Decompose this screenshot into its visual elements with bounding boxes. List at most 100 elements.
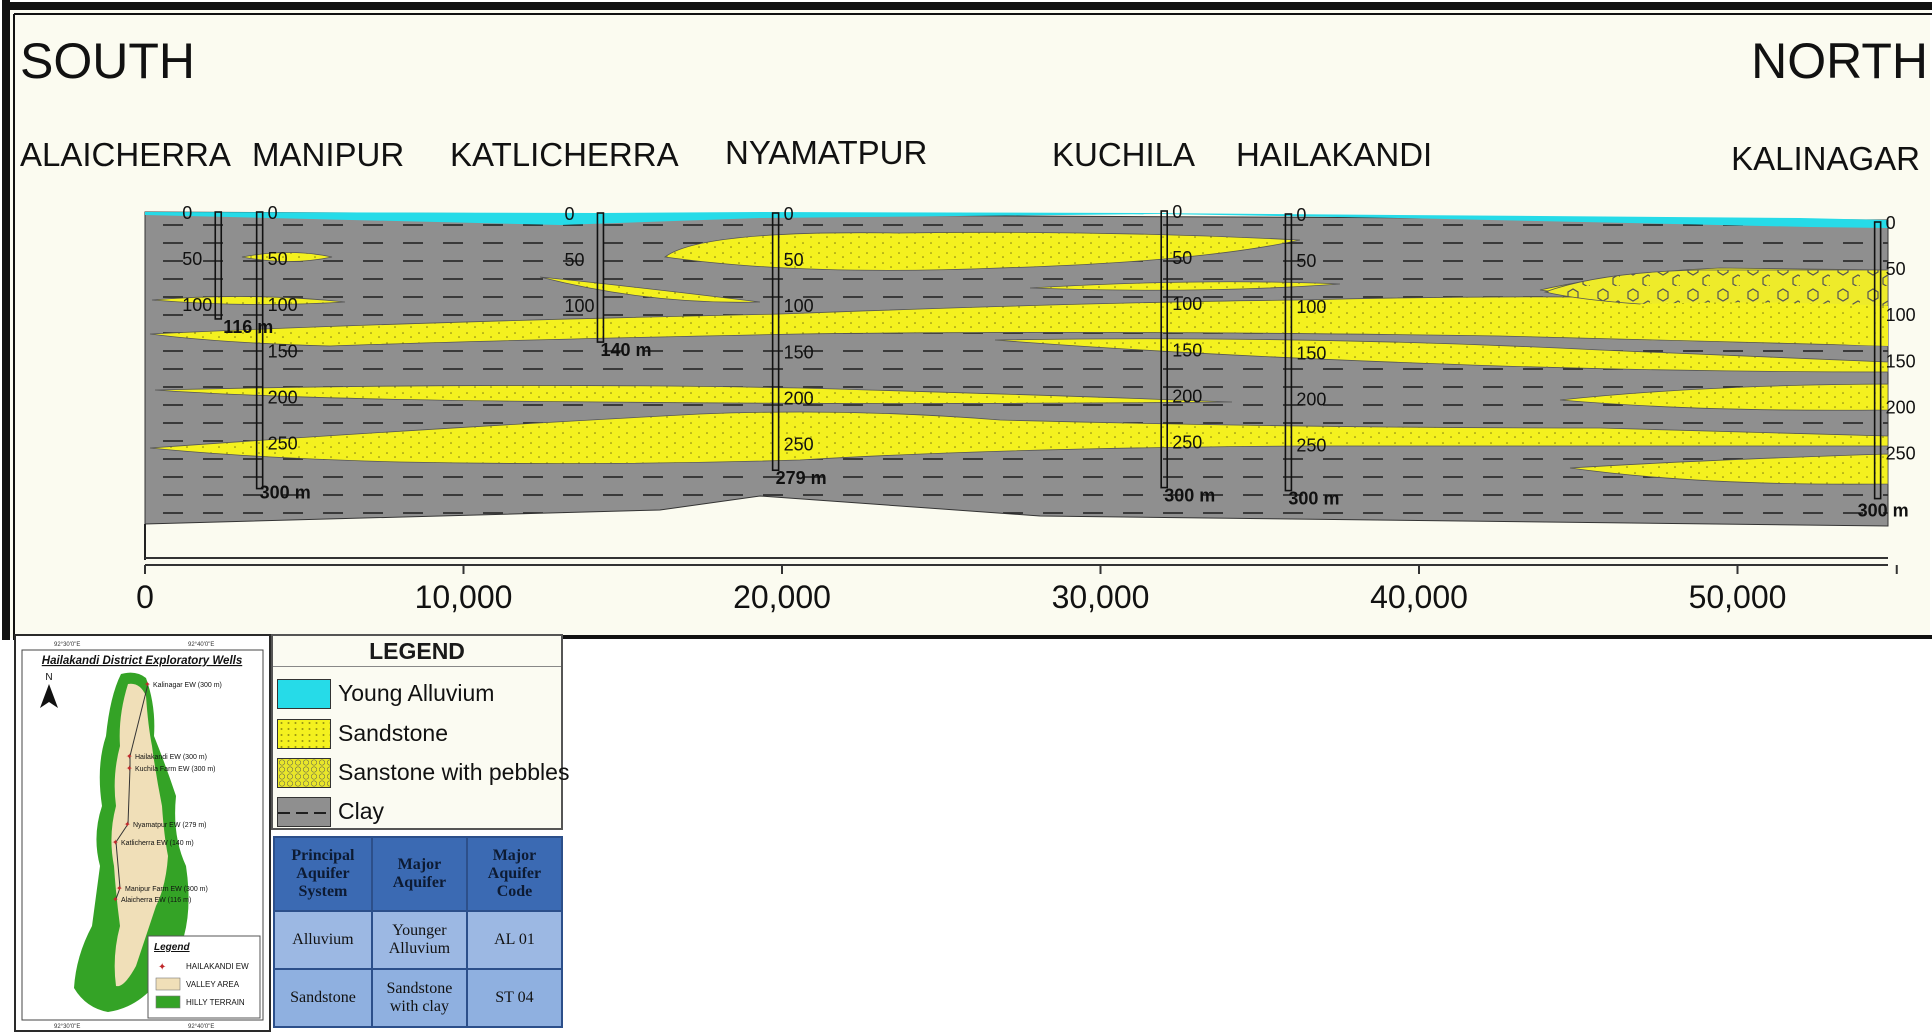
- distance-tick-label: 50,000: [1689, 579, 1787, 615]
- table-header: Major Aquifer Code: [465, 836, 564, 912]
- well-depth-label: 140 m: [600, 340, 651, 360]
- north-arrow-icon: [40, 684, 58, 708]
- depth-tick-label: 200: [1886, 397, 1916, 417]
- well-column: [1873, 221, 1882, 500]
- well-column: [214, 211, 223, 320]
- map-well-label: Kalinagar EW (300 m): [153, 682, 222, 689]
- depth-tick-label: 100: [1172, 294, 1202, 314]
- distance-tick-label: 40,000: [1370, 579, 1468, 615]
- map-legend-valley: VALLEY AREA: [186, 980, 240, 989]
- depth-tick-label: 0: [1886, 213, 1896, 233]
- south-label: SOUTH: [20, 33, 195, 89]
- well-depth-label: 279 m: [776, 468, 827, 488]
- depth-tick-label: 0: [1172, 202, 1182, 222]
- depth-tick-label: 200: [784, 388, 814, 408]
- depth-tick-label: 50: [1296, 251, 1316, 271]
- well-column: [771, 212, 780, 472]
- map-legend-wells: HAILAKANDI EW: [186, 962, 249, 971]
- map-well-marker-icon: ✦: [126, 764, 133, 773]
- depth-tick-label: 250: [1296, 436, 1326, 456]
- depth-tick-label: 100: [182, 295, 212, 315]
- young-alluvium-swatch: [277, 679, 331, 709]
- well-name-label: KALINAGAR: [1731, 140, 1920, 177]
- depth-tick-label: 150: [1296, 343, 1326, 363]
- legend-item-pebbles: Sanstone with pebbles: [275, 755, 569, 791]
- legend-label: Sanstone with pebbles: [338, 759, 570, 785]
- depth-tick-label: 100: [564, 296, 594, 316]
- depth-tick-label: 100: [1296, 297, 1326, 317]
- map-top-coord-2: 92°40'0"E: [188, 642, 214, 648]
- well-depth-label: 300 m: [1288, 489, 1339, 509]
- table-cell: AL 01: [465, 910, 564, 970]
- depth-tick-label: 100: [784, 296, 814, 316]
- well-column: [1160, 210, 1168, 489]
- pebbles-swatch: [277, 758, 331, 788]
- well-column: [596, 212, 605, 343]
- depth-tick-label: 250: [268, 434, 298, 454]
- north-label: NORTH: [1751, 33, 1928, 89]
- depth-tick-label: 150: [268, 341, 298, 361]
- table-row: Sandstone Sandstone with clay ST 04: [273, 968, 564, 1028]
- legend-label: Young Alluvium: [338, 680, 495, 706]
- table-header: Principal Aquifer System: [273, 836, 373, 912]
- aquifer-table: Principal Aquifer System Major Aquifer M…: [273, 836, 564, 1028]
- depth-tick-label: 0: [564, 204, 574, 224]
- table-cell: ST 04: [465, 968, 564, 1028]
- map-well-label: Hailakandi EW (300 m): [135, 754, 207, 761]
- map-well-marker-icon: ✦: [124, 820, 131, 829]
- clay-swatch: [277, 797, 331, 827]
- map-well-marker-icon: ✦: [144, 680, 151, 689]
- map-top-coord-1: 92°30'0"E: [54, 642, 80, 648]
- map-bottom-coord-2: 92°40'0"E: [188, 1024, 214, 1030]
- map-title: Hailakandi District Exploratory Wells: [42, 655, 242, 667]
- legend-label: Clay: [338, 798, 385, 824]
- map-well-label: Kuchila Farm EW (300 m): [135, 766, 216, 773]
- well-column: [1284, 213, 1293, 492]
- red-star-icon: ✦: [158, 962, 166, 973]
- inset-map: 92°30'0"E 92°40'0"E 92°30'0"E 92°40'0"E …: [14, 634, 271, 1032]
- well-column: [255, 211, 264, 490]
- distance-tick-label: 20,000: [733, 579, 831, 615]
- depth-tick-label: 100: [268, 295, 298, 315]
- map-well-marker-icon: ✦: [112, 838, 119, 847]
- map-legend-title: Legend: [154, 942, 190, 953]
- map-bottom-coord-1: 92°30'0"E: [54, 1024, 80, 1030]
- depth-tick-label: 50: [1886, 259, 1906, 279]
- legend-item-sandstone: Sandstone: [275, 716, 561, 752]
- depth-tick-label: 250: [1172, 433, 1202, 453]
- distance-tick-label: 30,000: [1052, 579, 1150, 615]
- depth-tick-label: 50: [564, 250, 584, 270]
- well-depth-label: 300 m: [260, 483, 311, 503]
- depth-tick-label: 200: [1296, 389, 1326, 409]
- depth-tick-label: 200: [1172, 386, 1202, 406]
- depth-tick-label: 0: [1296, 205, 1306, 225]
- depth-tick-label: 50: [1172, 248, 1192, 268]
- well-depth-label: 116 m: [223, 317, 273, 337]
- legend-title: LEGEND: [273, 636, 561, 667]
- map-well-label: Nyamatpur EW (279 m): [133, 822, 207, 829]
- well-name-label: NYAMATPUR: [725, 134, 927, 171]
- map-well-marker-icon: ✦: [116, 884, 123, 893]
- depth-tick-label: 150: [784, 342, 814, 362]
- depth-tick-label: 150: [1172, 340, 1202, 360]
- legend-panel: LEGEND Young Alluvium Sandstone Sanstone…: [271, 634, 569, 830]
- well-name-label: HAILAKANDI: [1236, 136, 1432, 173]
- map-legend-hilly: HILLY TERRAIN: [186, 998, 245, 1007]
- well-name-label: ALAICHERRA: [20, 136, 231, 173]
- map-well-label: Manipur Farm EW (300 m): [125, 886, 208, 893]
- table-header: Major Aquifer: [370, 836, 468, 912]
- valley-area: [111, 683, 168, 987]
- table-cell: Sandstone: [273, 968, 373, 1028]
- table-cell: Sandstone with clay: [370, 968, 468, 1028]
- depth-tick-label: 50: [182, 249, 202, 269]
- north-arrow-letter: N: [45, 672, 52, 683]
- table-row: Alluvium Younger Alluvium AL 01: [273, 910, 564, 970]
- depth-tick-label: 0: [268, 203, 278, 223]
- depth-tick-label: 0: [182, 203, 192, 223]
- legend-label: Sandstone: [338, 720, 448, 746]
- distance-tick-label: 10,000: [415, 579, 513, 615]
- legend-item-young-alluvium: Young Alluvium: [275, 676, 561, 712]
- well-depth-label: 300 m: [1164, 486, 1215, 506]
- map-well-marker-icon: ✦: [126, 752, 133, 761]
- depth-tick-label: 200: [268, 387, 298, 407]
